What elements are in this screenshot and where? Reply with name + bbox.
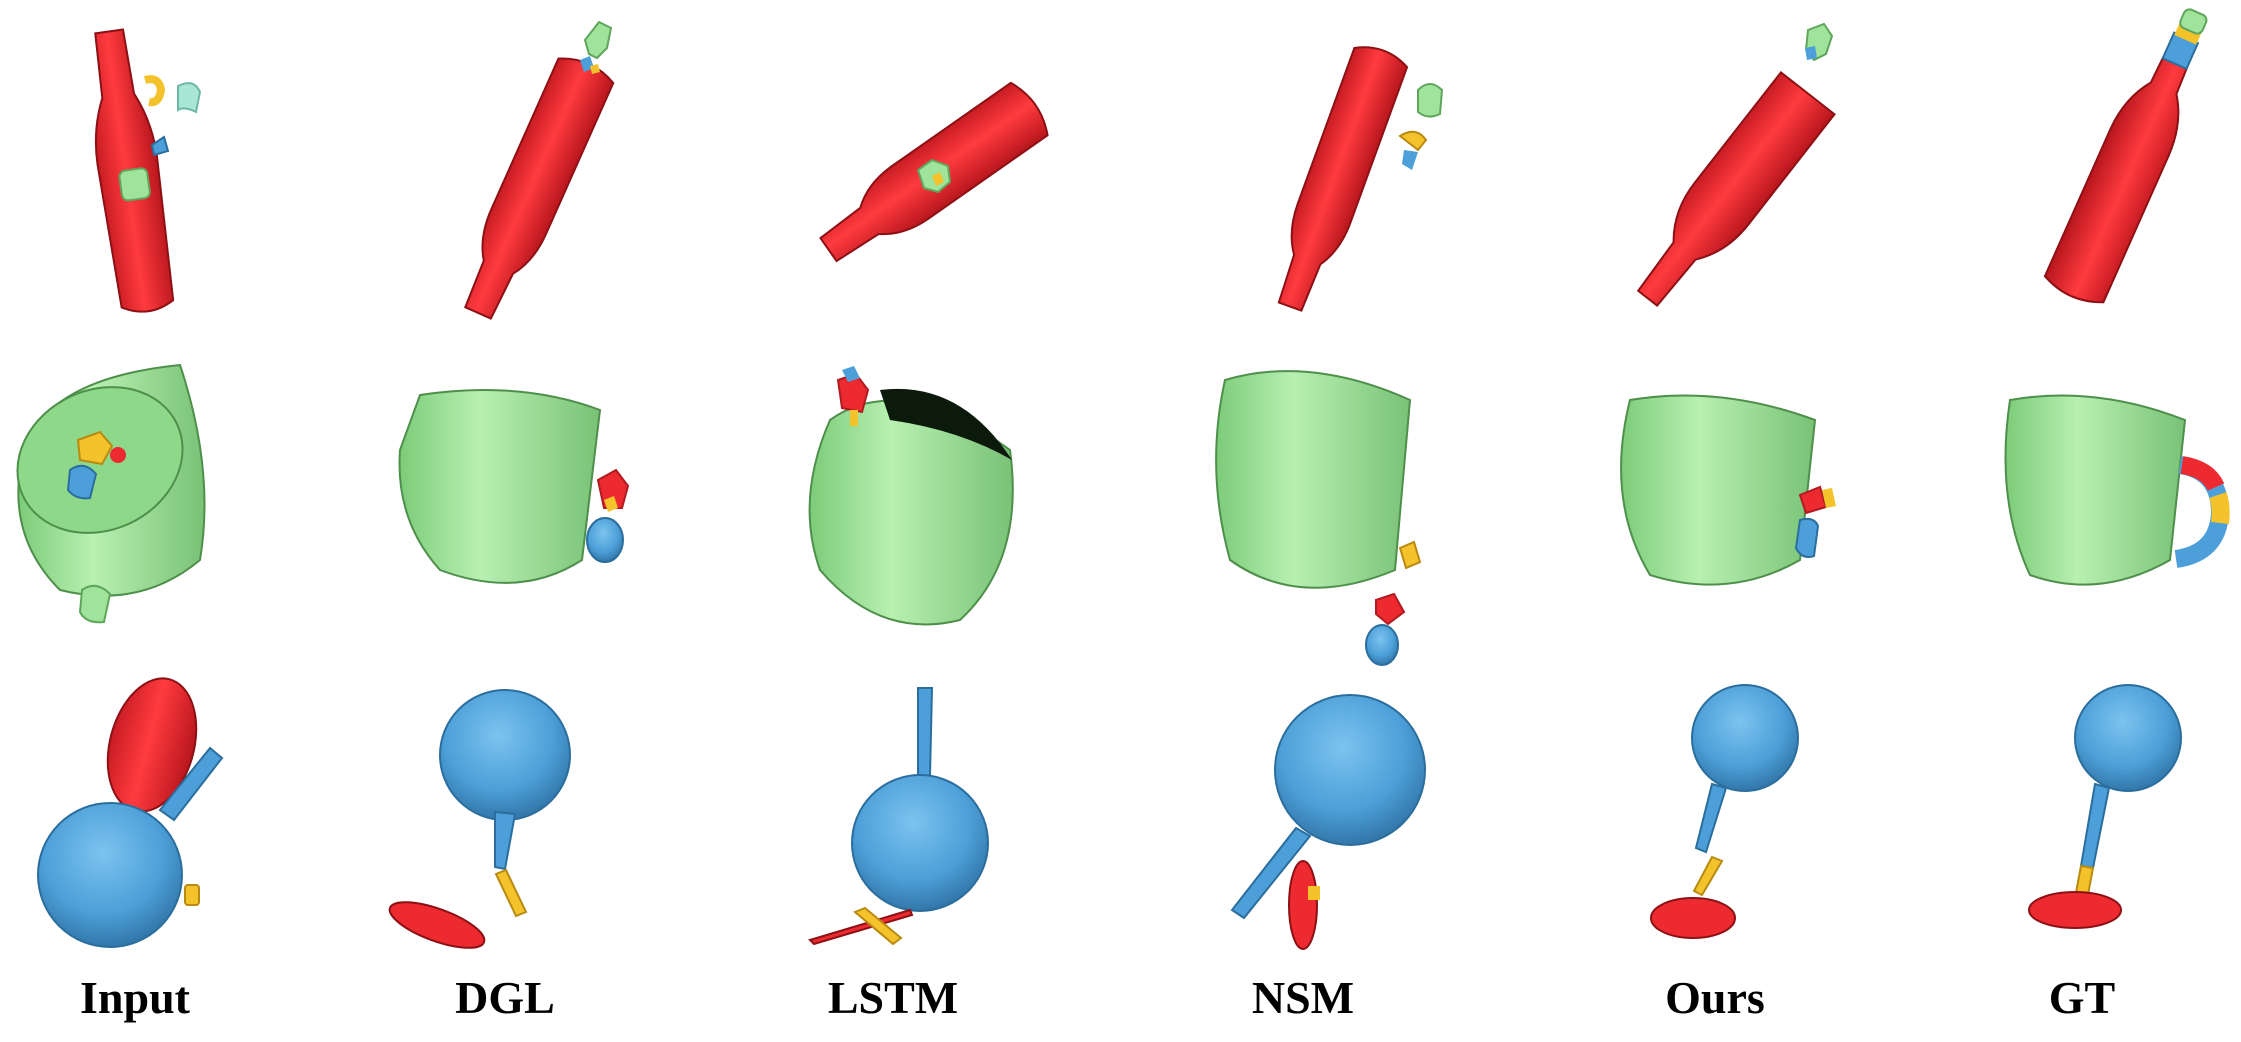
cell-glass-gt: [2028, 684, 2182, 929]
fragment-red: [1375, 592, 1406, 626]
fragment-yellow: [604, 496, 618, 512]
cell-mug-ours: [1620, 394, 1836, 586]
glass-stem: [2079, 782, 2111, 870]
row-wineglass: [37, 677, 2182, 950]
cell-glass-dgl: [388, 689, 571, 949]
glass-stem: [917, 687, 934, 777]
cell-bottle-ours: [1636, 70, 1836, 307]
mug-body: [2004, 394, 2187, 586]
glass-bowl: [37, 802, 183, 948]
glass-base-red: [388, 901, 486, 949]
cell-bottle-input: [94, 28, 175, 313]
fragment-yellow: [1692, 855, 1724, 897]
cell-glass-nsm: [1230, 694, 1426, 950]
fragment-yellow: [76, 430, 114, 466]
glass-stem: [494, 810, 517, 871]
column-label-nsm: NSM: [1251, 972, 1355, 1023]
fragment-green: [118, 167, 151, 202]
mug-body: [1215, 370, 1412, 589]
fragment-yellow: [1398, 130, 1428, 152]
cell-mug-lstm: [808, 366, 1014, 626]
fragment-yellow: [1398, 540, 1422, 570]
mug-body: [398, 389, 602, 584]
bottle-body: [463, 57, 615, 320]
fragment-red: [596, 468, 630, 509]
mug-handle-red: [2180, 456, 2225, 492]
row-mug: [16, 363, 2230, 666]
cell-mug-gt: [2004, 394, 2230, 586]
fragment-blue: [1365, 624, 1399, 666]
fragment-yellow: [494, 868, 528, 918]
row-bottle: [94, 8, 2208, 320]
bottle-body: [2043, 31, 2199, 304]
fragment-blue: [842, 366, 860, 382]
fragment-yellow: [1308, 886, 1320, 900]
fragment-yellow: [184, 884, 200, 906]
glass-bowl: [1274, 694, 1426, 846]
fragment-green: [2179, 8, 2208, 35]
cell-glass-ours: [1650, 684, 1799, 939]
column-label-dgl: DGL: [455, 972, 555, 1023]
glass-base-red: [106, 677, 198, 813]
cell-bottle-gt: [2043, 8, 2208, 304]
fragment-red: [110, 447, 126, 463]
cell-mug-input: [16, 363, 206, 624]
cell-mug-nsm: [1215, 370, 1422, 666]
glass-base-red: [2028, 891, 2122, 929]
cell-mug-dgl: [398, 389, 630, 584]
fragment-mint: [177, 82, 202, 114]
fragment-yellow: [1822, 488, 1836, 508]
fragment-cluster: [583, 20, 613, 60]
glass-base-red: [1288, 860, 1318, 950]
fragment-blue: [586, 517, 624, 563]
fragment-yellow: [143, 75, 166, 107]
column-label-lstm: LSTM: [827, 972, 959, 1023]
cell-glass-input: [37, 677, 224, 948]
fragment-yellow: [932, 172, 944, 186]
fragment-blue: [150, 135, 170, 157]
bottle-body: [1636, 70, 1836, 307]
glass-stem: [158, 746, 224, 822]
bottle-body: [1277, 46, 1409, 312]
cell-bottle-nsm: [1277, 46, 1409, 312]
glass-bowl: [2074, 684, 2182, 792]
fragment-green: [1417, 83, 1444, 118]
mug-body: [1620, 394, 1817, 586]
fragment-blue: [1402, 150, 1418, 170]
glass-base-red: [1650, 897, 1736, 939]
fragment-blue: [1805, 46, 1817, 60]
mug-handle-yellow: [2209, 492, 2230, 525]
cell-bottle-dgl: [463, 57, 615, 320]
fragment-yellow: [853, 906, 903, 946]
glass-bowl: [1691, 684, 1799, 792]
mug-opening: [880, 388, 1012, 460]
column-label-input: Input: [80, 972, 190, 1023]
column-label-gt: GT: [2048, 972, 2116, 1023]
fragment-blue: [1794, 517, 1820, 558]
fragment-yellow: [590, 64, 600, 74]
column-label-ours: Ours: [1665, 972, 1765, 1023]
fragment-green: [78, 584, 112, 624]
fragment-blue: [66, 464, 98, 500]
fragment-yellow: [850, 410, 858, 426]
glass-bowl: [851, 774, 989, 912]
glass-stem: [1230, 826, 1312, 920]
glass-bowl: [439, 689, 571, 821]
cell-glass-lstm: [808, 687, 989, 946]
fragment-yellow: [2174, 23, 2202, 45]
glass-stem: [1694, 782, 1728, 854]
